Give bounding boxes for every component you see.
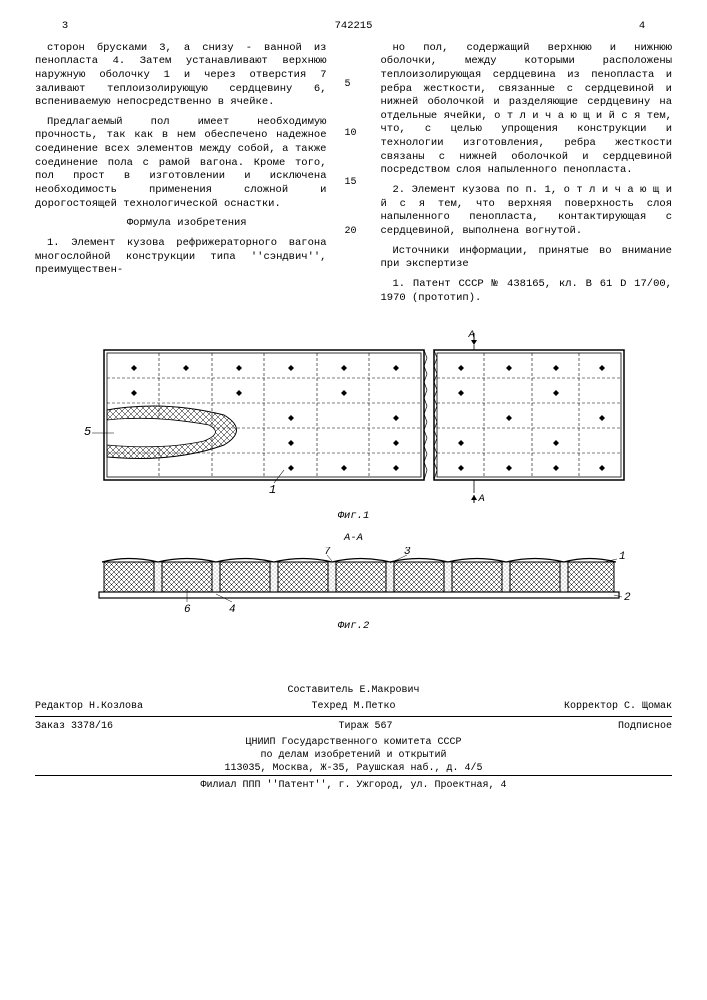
fig1-label: Фиг.1 xyxy=(35,510,672,524)
ln-20: 20 xyxy=(345,225,363,238)
line-numbers: 5 10 15 20 xyxy=(345,42,363,312)
right-p1: но пол, содержащий верхнюю и нижнюю обол… xyxy=(381,42,673,178)
arrow-down-icon-2 xyxy=(74,495,634,507)
header-row: 3 742215 4 xyxy=(35,20,672,34)
svg-text:2: 2 xyxy=(624,592,631,604)
left-p1: сторон брусками 3, а снизу - ванной из п… xyxy=(35,42,327,110)
footer-block: Составитель Е.Макрович Редактор Н.Козлов… xyxy=(35,684,672,792)
formula-title: Формула изобретения xyxy=(35,217,327,231)
section-AA-label: А-А xyxy=(35,532,672,546)
footer-branch: Филиал ППП ''Патент'', г. Ужгород, ул. П… xyxy=(35,776,672,792)
footer-credits: Редактор Н.Козлова Техред М.Петко Коррек… xyxy=(35,697,672,716)
ln-15: 15 xyxy=(345,176,363,189)
page-num-left: 3 xyxy=(35,20,95,34)
footer-tech: Техред М.Петко xyxy=(311,700,395,713)
footer-compiler: Составитель Е.Макрович xyxy=(35,684,672,697)
figures-block: А xyxy=(35,331,672,634)
left-column: сторон брусками 3, а снизу - ванной из п… xyxy=(35,42,327,312)
svg-text:7: 7 xyxy=(324,547,331,558)
right-column: но пол, содержащий верхнюю и нижнюю обол… xyxy=(381,42,673,312)
right-p2: 2. Элемент кузова по п. 1, о т л и ч а ю… xyxy=(381,184,673,239)
footer-order-num: Заказ 3378/16 xyxy=(35,720,113,733)
text-columns: сторон брусками 3, а снизу - ванной из п… xyxy=(35,42,672,312)
patent-page: 3 742215 4 сторон брусками 3, а снизу - … xyxy=(0,0,707,807)
ln-5: 5 xyxy=(345,78,363,91)
right-p3: 1. Патент СССР № 438165, кл. B 61 D 17/0… xyxy=(381,278,673,305)
sources-title: Источники информации, принятые во вниман… xyxy=(381,245,673,272)
footer-tirazh: Тираж 567 xyxy=(338,720,392,733)
footer-subscr: Подписное xyxy=(618,720,672,733)
left-p2: Предлагаемый пол имеет необходимую прочн… xyxy=(35,116,327,211)
svg-text:1: 1 xyxy=(619,551,626,563)
patent-number: 742215 xyxy=(95,20,612,34)
footer-org1: ЦНИИП Государственного комитета СССР xyxy=(35,736,672,749)
fig2-label: Фиг.2 xyxy=(35,620,672,634)
footer-editor: Редактор Н.Козлова xyxy=(35,700,143,713)
ln-10: 10 xyxy=(345,127,363,140)
callout-1: 1 xyxy=(269,483,276,495)
arrow-down-icon xyxy=(74,331,634,345)
figure-2: 6 4 7 3 1 2 xyxy=(74,547,634,617)
section-A-top: А xyxy=(469,329,475,343)
left-p3: 1. Элемент кузова рефрижераторного вагон… xyxy=(35,237,327,278)
section-A-bottom: А xyxy=(479,493,485,507)
svg-text:4: 4 xyxy=(229,604,236,616)
section-marker-bottom: А xyxy=(74,495,634,507)
section-marker-top: А xyxy=(74,331,634,345)
footer-corrector: Корректор С. Щомак xyxy=(564,700,672,713)
footer-addr: 113035, Москва, Ж-35, Раушская наб., д. … xyxy=(35,762,672,775)
page-num-right: 4 xyxy=(612,20,672,34)
figure-1: 5 1 xyxy=(74,345,634,495)
callout-5: 5 xyxy=(84,425,91,439)
footer-org2: по делам изобретений и открытий xyxy=(35,749,672,762)
svg-text:6: 6 xyxy=(184,604,191,616)
svg-text:3: 3 xyxy=(404,547,411,558)
footer-order: Заказ 3378/16 Тираж 567 Подписное xyxy=(35,717,672,736)
